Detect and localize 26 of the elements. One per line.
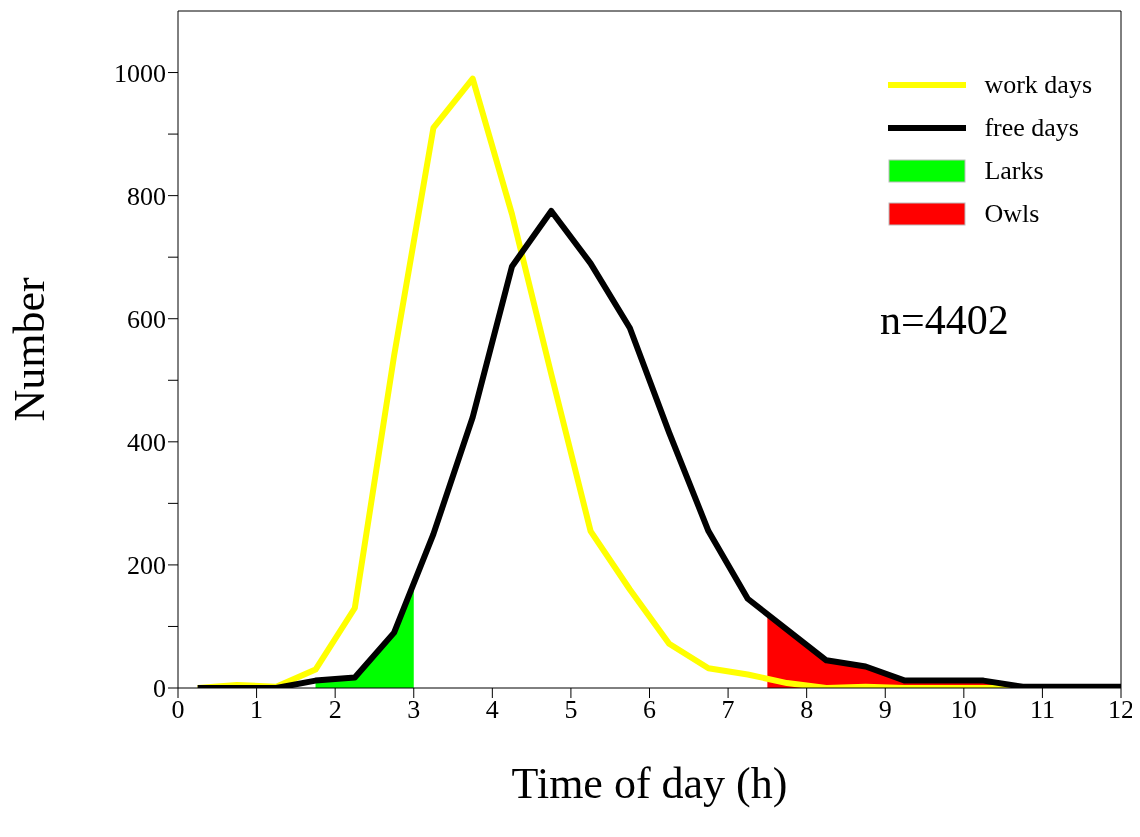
y-tick-label: 0 xyxy=(153,674,166,704)
x-tick-label: 1 xyxy=(250,695,264,725)
x-tick-label: 7 xyxy=(721,695,735,725)
x-axis-title: Time of day (h) xyxy=(511,759,788,808)
y-tick-label: 1000 xyxy=(114,58,166,88)
x-tick-label: 12 xyxy=(1108,695,1134,725)
legend-label: Owls xyxy=(984,198,1040,230)
annotation: n=4402 xyxy=(880,296,1009,344)
y-tick-label: 800 xyxy=(127,181,166,211)
x-tick-label: 10 xyxy=(950,695,977,725)
x-tick-label: 2 xyxy=(328,695,342,725)
x-tick-label: 11 xyxy=(1029,695,1055,725)
legend-label: free days xyxy=(984,112,1079,144)
y-axis-title: Number xyxy=(4,277,54,422)
x-tick-label: 3 xyxy=(407,695,421,725)
x-tick-label: 8 xyxy=(800,695,814,725)
y-tick-label: 600 xyxy=(127,304,166,334)
x-tick-label: 9 xyxy=(878,695,892,725)
x-tick-label: 6 xyxy=(643,695,656,725)
x-tick-label: 5 xyxy=(564,695,578,725)
legend-label: work days xyxy=(984,69,1092,101)
legend-label: Larks xyxy=(984,155,1044,187)
x-tick-label: 0 xyxy=(171,695,185,725)
y-tick-label: 200 xyxy=(127,551,166,581)
x-tick-label: 4 xyxy=(485,695,499,725)
y-tick-label: 400 xyxy=(127,428,166,458)
